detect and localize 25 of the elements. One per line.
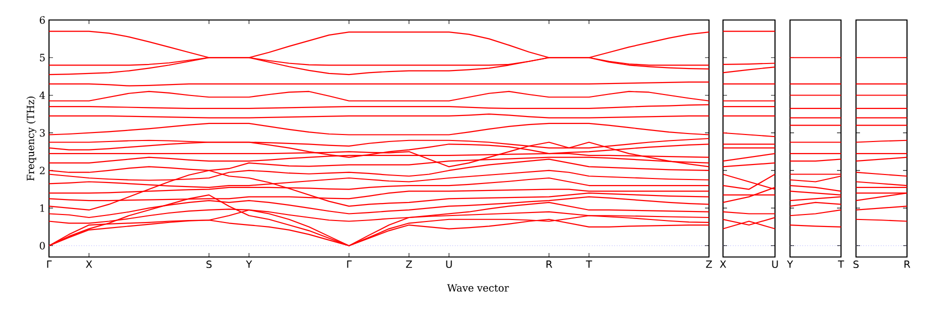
x-tick-label: Y [246,260,252,268]
y-tick-label: 3 [40,129,45,137]
y-tick-label: 0 [40,242,45,250]
x-tick-label: R [546,260,552,268]
x-tick-label: U [446,260,452,268]
y-tick-label: 6 [40,16,45,24]
y-tick-label: 1 [40,204,44,212]
x-tick-label: U [772,260,778,268]
y-tick-label: 2 [40,166,44,174]
y-tick-label: 4 [39,92,45,99]
x-tick-label: X [720,260,726,268]
x-tick-label: X [86,260,92,268]
x-tick-label: R [904,260,910,268]
x-tick-label: Y [786,260,794,268]
x-axis-title: Wave vector [447,284,509,292]
x-tick-label: T [586,260,592,268]
y-axis-title: Frequency (THz) [26,96,36,181]
x-tick-label: S [854,260,859,268]
x-tick-label: Γ [347,260,352,268]
x-tick-label: Γ [47,260,52,268]
x-tick-label: Z [406,260,412,268]
y-tick-label: 5 [40,54,45,62]
x-tick-label: S [206,260,212,268]
x-tick-label: Z [706,260,712,268]
x-tick-label: T [838,260,844,268]
